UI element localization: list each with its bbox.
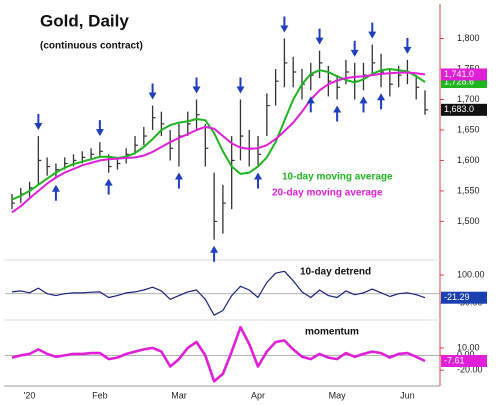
y-tick-label: 1,600 <box>457 155 480 165</box>
signal-arrow <box>359 96 368 113</box>
last-value-label-box <box>441 291 487 304</box>
signal-arrow <box>51 184 60 201</box>
signal-arrow <box>236 77 245 94</box>
signal-arrow <box>333 105 342 122</box>
x-tick-label: Apr <box>251 390 265 400</box>
signal-arrow <box>368 22 377 39</box>
panel-title: momentum <box>305 327 359 338</box>
signal-arrow <box>315 28 324 45</box>
line <box>11 325 426 383</box>
signal-arrow <box>210 245 219 262</box>
signal-arrow <box>306 96 315 113</box>
last-value-label-box <box>441 103 487 116</box>
signal-arrow <box>280 16 289 33</box>
legend-label: 10-day moving average <box>282 172 393 183</box>
last-value-label: 1,728.6 <box>444 76 474 86</box>
last-value-label: 1,683.0 <box>444 104 474 114</box>
signal-arrow <box>34 114 43 131</box>
line <box>11 68 426 201</box>
last-value-label: 1,741.0 <box>444 69 474 79</box>
last-value-label-box <box>441 68 487 81</box>
signal-arrow <box>403 37 412 54</box>
x-tick-label: Jun <box>400 390 415 400</box>
last-value-label: -7.61 <box>444 355 465 365</box>
signal-arrow <box>192 77 201 94</box>
y-tick-label: 1,650 <box>457 124 480 134</box>
x-tick-label: '20 <box>24 390 36 400</box>
y-tick-label: 1,500 <box>457 216 480 226</box>
chart-title: Gold, Daily <box>40 11 129 30</box>
line <box>11 270 426 316</box>
last-value-label-box <box>441 354 487 367</box>
y-tick-label: 1,550 <box>457 185 480 195</box>
signal-arrow <box>104 178 113 195</box>
signal-arrow <box>95 120 104 137</box>
last-value-label: -21.29 <box>444 292 470 302</box>
y-tick-label: -20.00 <box>457 365 483 375</box>
x-tick-label: Feb <box>92 390 108 400</box>
signal-arrow <box>148 83 157 100</box>
line <box>11 71 426 214</box>
y-tick-label: 1,700 <box>457 94 480 104</box>
legend-label: 20-day moving average <box>272 188 383 199</box>
signal-arrow <box>254 172 263 189</box>
signal-arrow <box>350 40 359 57</box>
y-tick-label: 1,750 <box>457 63 480 73</box>
panel-title: 10-day detrend <box>300 267 371 278</box>
chart-subtitle: (continuous contract) <box>40 41 143 52</box>
signal-arrow <box>174 172 183 189</box>
y-tick-label: 100.00 <box>457 269 485 279</box>
y-tick-label: 1,800 <box>457 33 480 43</box>
y-tick-label: 10.00 <box>457 342 480 352</box>
signal-arrow <box>377 93 386 110</box>
x-tick-label: Mar <box>171 390 187 400</box>
y-tick-label: 0.00 <box>457 350 475 360</box>
x-tick-label: May <box>329 390 347 400</box>
